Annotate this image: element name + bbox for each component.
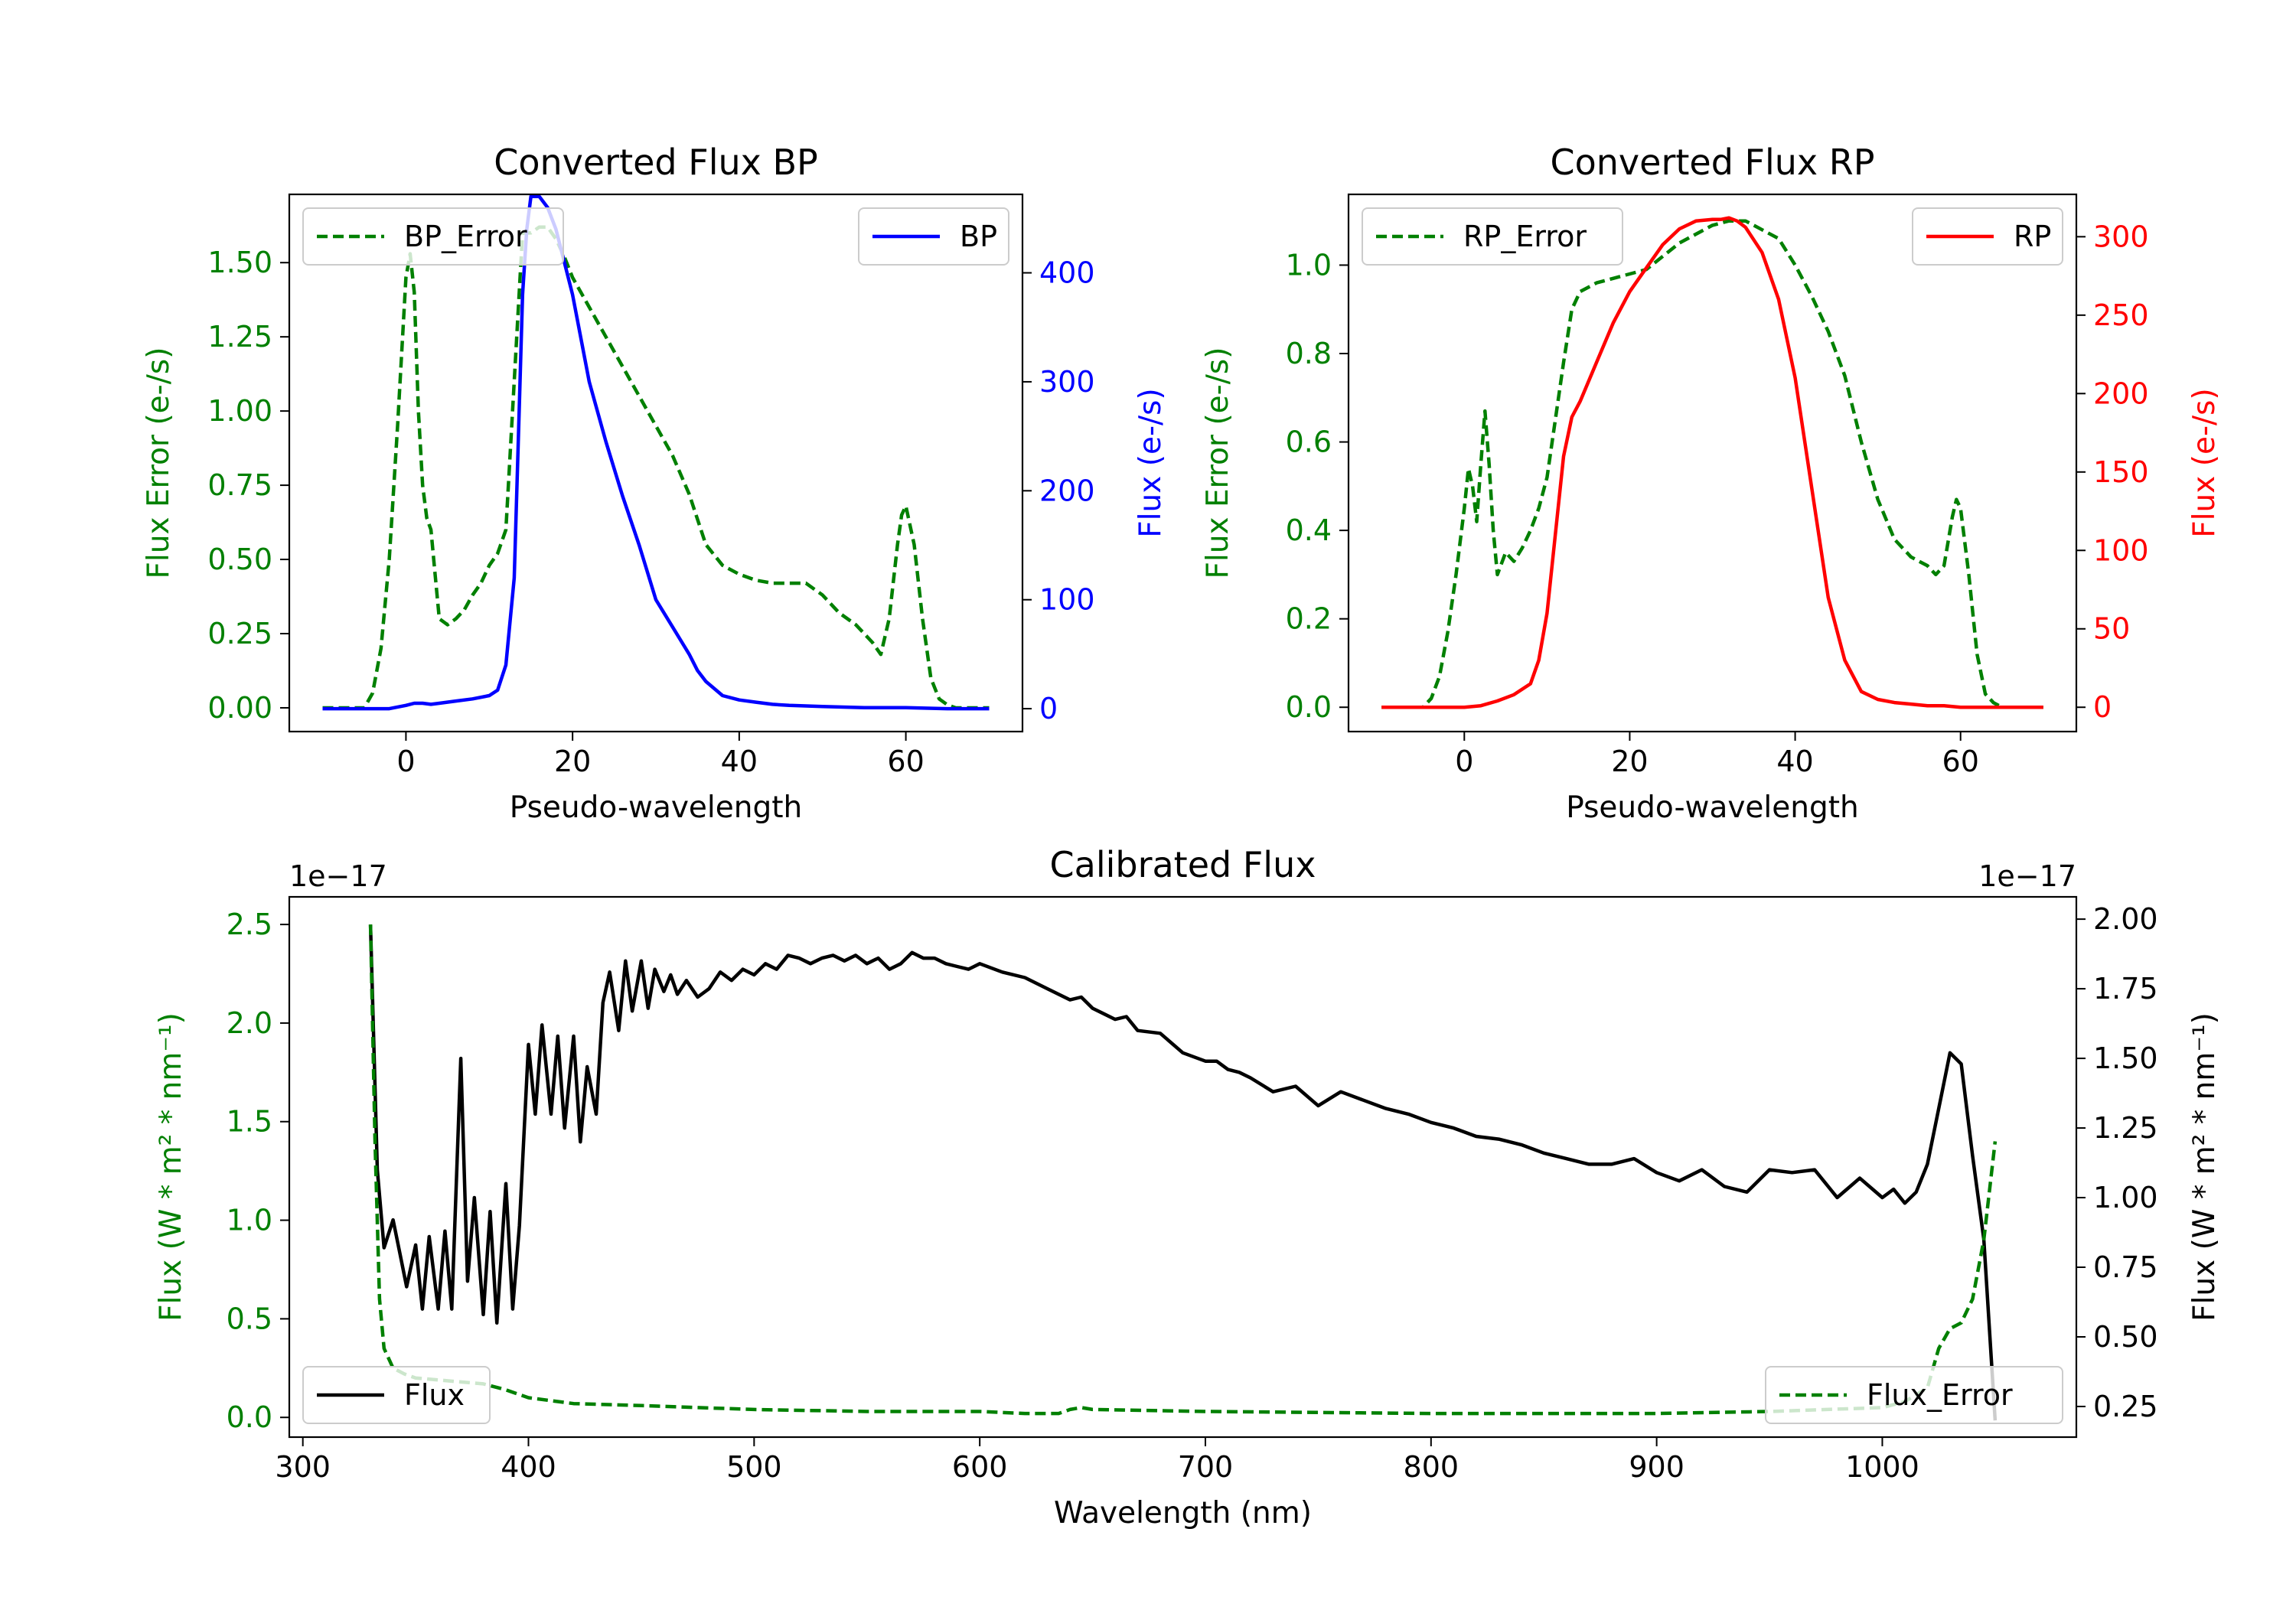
bp-flux-panel: 0 20 40 60 0.00 0.25 0.50 0.75 1.00 1.25 1.50 0 100 2… bbox=[142, 142, 1168, 825]
y-left-tick-label: 0.6 bbox=[1286, 425, 1332, 459]
y-left-tick-label: 0.75 bbox=[207, 468, 272, 502]
y-left-axis-label: Flux (W * m² * nm⁻¹) bbox=[154, 1012, 188, 1322]
y-left-tick-label: 1.0 bbox=[227, 1204, 272, 1237]
y-right-tick-label: 1.25 bbox=[2093, 1111, 2158, 1145]
legend-flux: Flux bbox=[302, 1366, 491, 1424]
x-tick-label: 60 bbox=[1942, 745, 1979, 778]
legend-box bbox=[302, 1366, 491, 1424]
y-right-tick-label: 300 bbox=[2093, 220, 2149, 253]
x-tick-label: 0 bbox=[396, 745, 415, 778]
y-left-tick-label: 0.0 bbox=[1286, 690, 1332, 724]
y-right-axis-label: Flux (e-/s) bbox=[2187, 388, 2222, 537]
y-left-offset-text: 1e−17 bbox=[289, 859, 387, 893]
x-tick-label: 0 bbox=[1455, 745, 1473, 778]
y-right-tick-label: 200 bbox=[2093, 376, 2149, 410]
y-right-tick-label: 1.75 bbox=[2093, 972, 2158, 1006]
legend-label: BP bbox=[960, 220, 997, 253]
y-right-tick-label: 200 bbox=[1039, 474, 1095, 507]
chart-title: Converted Flux RP bbox=[1551, 142, 1875, 183]
legend-rp-error: RP_Error bbox=[1362, 207, 1623, 266]
legend-bp-error: BP_Error bbox=[302, 207, 564, 266]
plot-frame bbox=[1347, 193, 2078, 733]
y-right-tick-label: 1.00 bbox=[2093, 1181, 2158, 1214]
x-tick-label: 700 bbox=[1178, 1450, 1234, 1484]
legend-label: Flux bbox=[404, 1378, 465, 1412]
y-right-tick-label: 400 bbox=[1039, 256, 1095, 290]
series-line-bp bbox=[322, 194, 990, 711]
y-right-axis-label: Flux (W * m² * nm⁻¹) bbox=[2187, 1012, 2222, 1322]
legend-box bbox=[1362, 207, 1623, 266]
x-tick-label: 40 bbox=[1776, 745, 1813, 778]
y-left-tick-label: 0.50 bbox=[207, 543, 272, 576]
y-left-tick-label: 1.0 bbox=[1286, 248, 1332, 282]
y-right-tick-label: 0 bbox=[2093, 690, 2112, 724]
y-right-axis-label: Flux (e-/s) bbox=[1133, 388, 1168, 537]
x-tick-label: 400 bbox=[501, 1450, 556, 1484]
y-right-tick-label: 1.50 bbox=[2093, 1041, 2158, 1075]
y-right-tick-label: 0.75 bbox=[2093, 1250, 2158, 1284]
legend-bp: BP bbox=[858, 207, 1009, 266]
x-tick-label: 40 bbox=[721, 745, 758, 778]
plot-frame bbox=[288, 895, 2078, 1439]
y-left-axis-label: Flux Error (e-/s) bbox=[1201, 347, 1235, 579]
y-left-tick-label: 1.00 bbox=[207, 394, 272, 428]
plot-frame bbox=[288, 193, 1024, 733]
x-tick-label: 300 bbox=[275, 1450, 331, 1484]
y-left-tick-label: 0.8 bbox=[1286, 337, 1332, 370]
y-right-tick-label: 2.00 bbox=[2093, 902, 2158, 936]
y-left-tick-label: 0.2 bbox=[1286, 602, 1332, 636]
legend-flux-error: Flux_Error bbox=[1765, 1366, 2063, 1424]
legend-rp: RP bbox=[1912, 207, 2063, 266]
x-tick-label: 500 bbox=[726, 1450, 782, 1484]
y-right-tick-label: 250 bbox=[2093, 298, 2149, 332]
y-left-tick-label: 2.5 bbox=[227, 908, 272, 941]
legend-label: RP bbox=[2014, 220, 2051, 253]
legend-label: RP_Error bbox=[1463, 220, 1587, 253]
legend-box bbox=[1765, 1366, 2063, 1424]
calibrated-flux-panel: 300 400 500 600 700 800 900 1000 0.0 0.5 1.0 1.5 2.0… bbox=[154, 844, 2222, 1530]
y-right-tick-label: 100 bbox=[2093, 533, 2149, 567]
y-right-offset-text: 1e−17 bbox=[1978, 859, 2076, 893]
y-left-tick-label: 2.0 bbox=[227, 1006, 272, 1040]
legend-label: Flux_Error bbox=[1867, 1378, 2013, 1412]
legend-box bbox=[302, 207, 564, 266]
y-right-tick-label: 150 bbox=[2093, 455, 2149, 489]
y-right-tick-label: 300 bbox=[1039, 365, 1095, 399]
chart-title: Converted Flux BP bbox=[494, 142, 818, 183]
y-left-tick-label: 0.0 bbox=[227, 1400, 272, 1434]
y-left-tick-label: 1.50 bbox=[207, 246, 272, 279]
y-right-tick-label: 50 bbox=[2093, 612, 2130, 646]
x-tick-label: 1000 bbox=[1845, 1450, 1919, 1484]
series-line-rp bbox=[1381, 216, 2043, 709]
series-line-flux bbox=[368, 924, 1998, 1421]
x-tick-label: 20 bbox=[1611, 745, 1648, 778]
y-left-tick-label: 0.5 bbox=[227, 1302, 272, 1335]
x-tick-label: 900 bbox=[1629, 1450, 1684, 1484]
y-left-tick-label: 1.25 bbox=[207, 320, 272, 354]
y-left-tick-label: 0.00 bbox=[207, 691, 272, 725]
x-tick-label: 800 bbox=[1404, 1450, 1459, 1484]
chart-title: Calibrated Flux bbox=[1050, 844, 1316, 885]
y-right-tick-label: 0.50 bbox=[2093, 1320, 2158, 1354]
legend-label: BP_Error bbox=[404, 220, 527, 253]
y-left-axis-label: Flux Error (e-/s) bbox=[142, 347, 176, 579]
x-axis-label: Wavelength (nm) bbox=[1054, 1496, 1312, 1530]
series-line-bp-error bbox=[322, 225, 990, 710]
y-right-tick-label: 0.25 bbox=[2093, 1390, 2158, 1423]
rp-flux-panel: 0 20 40 60 0.0 0.2 0.4 0.6 0.8 1.0 0 50 100 150 200 250… bbox=[1201, 142, 2222, 825]
x-tick-label: 600 bbox=[952, 1450, 1008, 1484]
y-right-tick-label: 100 bbox=[1039, 583, 1095, 617]
y-left-tick-label: 1.5 bbox=[227, 1105, 272, 1139]
y-left-tick-label: 0.25 bbox=[207, 617, 272, 650]
x-tick-label: 20 bbox=[554, 745, 591, 778]
x-tick-label: 60 bbox=[887, 745, 924, 778]
x-axis-label: Pseudo-wavelength bbox=[510, 790, 802, 825]
x-axis-label: Pseudo-wavelength bbox=[1566, 790, 1858, 825]
y-right-tick-label: 0 bbox=[1039, 692, 1058, 725]
y-left-tick-label: 0.4 bbox=[1286, 513, 1332, 547]
